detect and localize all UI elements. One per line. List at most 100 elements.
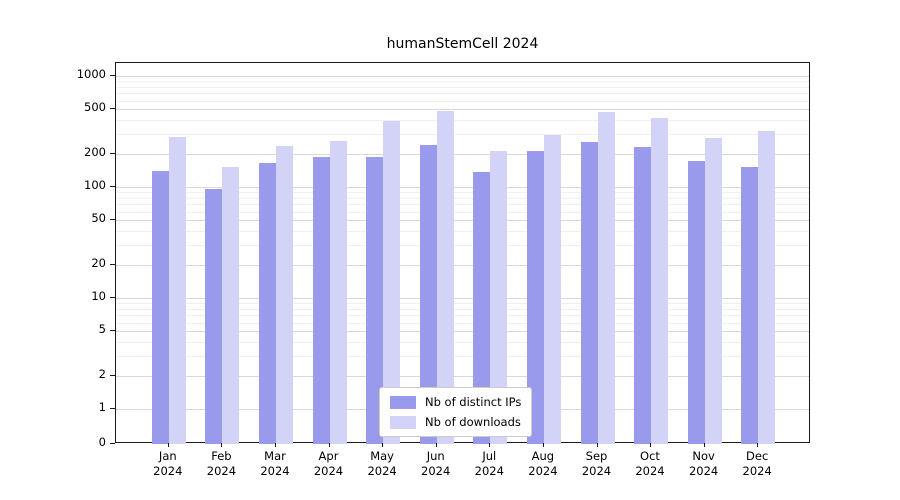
gridline-minor <box>116 315 809 317</box>
x-tick-mark <box>167 443 169 447</box>
bar-downloads <box>222 166 240 444</box>
y-tick-label: 200 <box>84 144 106 159</box>
gridline-minor <box>116 211 809 213</box>
x-tick-label: Nov 2024 <box>688 449 719 478</box>
x-tick-mark <box>650 443 651 447</box>
legend-swatch-distinct-ips <box>390 395 416 409</box>
y-tick-mark <box>110 263 115 265</box>
bar-distinct-ips <box>312 157 330 444</box>
y-tick-mark <box>110 108 115 110</box>
x-tick-mark <box>435 443 437 447</box>
x-tick-mark <box>221 443 223 447</box>
bar-distinct-ips <box>526 151 544 444</box>
plot-area: Nb of distinct IPs Nb of downloads <box>115 62 810 444</box>
legend: Nb of distinct IPs Nb of downloads <box>379 387 533 437</box>
bar-downloads <box>597 112 615 444</box>
gridline-minor <box>116 245 809 246</box>
bar-downloads <box>704 137 722 444</box>
x-tick-label: Dec 2024 <box>742 449 772 478</box>
gridline-minor <box>116 93 809 95</box>
y-tick-label: 50 <box>91 211 106 226</box>
x-tick-label: Jul 2024 <box>474 449 504 478</box>
gridline-minor <box>116 204 809 206</box>
x-tick-label: Jan 2024 <box>153 449 183 478</box>
legend-label-distinct-ips: Nb of distinct IPs <box>425 395 522 409</box>
y-tick-label: 2 <box>98 366 106 381</box>
x-tick-label: Mar 2024 <box>260 449 290 478</box>
gridline-major <box>116 153 809 155</box>
gridline-minor <box>116 86 809 88</box>
bar-distinct-ips <box>419 144 437 444</box>
x-tick-label: Jun 2024 <box>421 449 451 478</box>
bar-downloads <box>276 146 293 444</box>
y-tick-mark <box>110 408 115 409</box>
y-tick-mark <box>110 297 115 298</box>
bar-distinct-ips <box>741 166 759 444</box>
bar-distinct-ips <box>366 156 384 444</box>
y-tick-mark <box>110 152 115 154</box>
gridline-minor <box>116 303 809 305</box>
x-tick-mark <box>542 443 544 447</box>
gridline-minor <box>116 192 809 194</box>
x-tick-label: Aug 2024 <box>528 449 558 478</box>
x-tick-label: Feb 2024 <box>206 449 237 478</box>
bar-downloads <box>490 151 508 444</box>
bar-distinct-ips <box>205 188 223 444</box>
bar-distinct-ips <box>580 142 598 444</box>
bar-distinct-ips <box>473 171 491 444</box>
gridline-minor <box>116 197 809 199</box>
y-tick-mark <box>110 374 115 376</box>
bar-distinct-ips <box>634 147 651 444</box>
legend-item-distinct-ips: Nb of distinct IPs <box>390 395 521 409</box>
bar-downloads <box>436 111 454 444</box>
bar-distinct-ips <box>151 170 169 444</box>
y-tick-label: 10 <box>91 289 106 303</box>
legend-label-downloads: Nb of downloads <box>425 415 521 429</box>
gridline-minor <box>116 231 809 233</box>
x-tick-mark <box>489 443 491 447</box>
y-tick-label: 20 <box>91 255 106 270</box>
x-tick-mark <box>596 443 598 447</box>
legend-item-downloads: Nb of downloads <box>390 415 521 429</box>
y-tick-mark <box>110 75 115 76</box>
y-tick-mark <box>110 186 115 187</box>
y-tick-mark <box>110 219 115 221</box>
x-tick-mark <box>703 443 705 447</box>
y-tick-label: 5 <box>98 322 106 337</box>
gridline-major <box>116 375 809 377</box>
bar-distinct-ips <box>259 162 276 444</box>
x-tick-mark <box>757 443 759 447</box>
gridline-minor <box>116 342 809 344</box>
gridline-major <box>116 76 809 77</box>
gridline-major <box>116 109 809 111</box>
y-tick-label: 1 <box>98 400 106 414</box>
bar-distinct-ips <box>687 161 705 444</box>
bar-downloads <box>168 137 186 444</box>
y-tick-label: 0 <box>98 435 106 449</box>
gridline-minor <box>116 120 809 122</box>
gridline-minor <box>116 100 809 102</box>
x-tick-label: May 2024 <box>367 449 397 478</box>
bar-downloads <box>383 121 401 444</box>
x-tick-label: Sep 2024 <box>581 449 612 478</box>
bar-downloads <box>543 134 561 444</box>
gridline-major <box>116 264 809 266</box>
x-tick-mark <box>328 443 330 447</box>
gridline-minor <box>116 356 809 357</box>
gridline-minor <box>116 308 809 310</box>
x-tick-mark <box>382 443 384 447</box>
bar-downloads <box>651 117 668 444</box>
y-tick-label: 1000 <box>76 67 106 81</box>
gridline-minor <box>116 134 809 135</box>
x-tick-label: Oct 2024 <box>635 449 665 478</box>
y-tick-label: 500 <box>84 100 106 115</box>
gridline-minor <box>116 81 809 83</box>
bar-downloads <box>329 141 347 444</box>
gridline-minor <box>116 322 809 324</box>
gridline-major <box>116 298 809 299</box>
chart-title: humanStemCell 2024 <box>386 36 539 52</box>
y-tick-mark <box>110 330 115 332</box>
gridline-major <box>116 220 809 222</box>
y-tick-mark <box>110 443 115 444</box>
